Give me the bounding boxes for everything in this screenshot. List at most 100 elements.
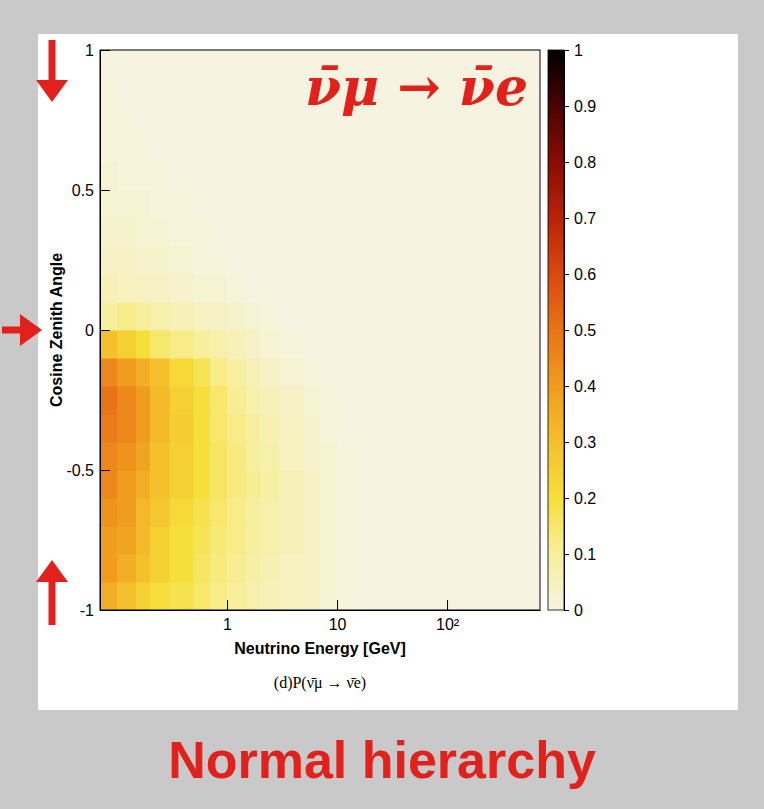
heatmap-cell: [100, 414, 117, 442]
heatmap-cell: [194, 358, 210, 386]
heatmap-cell: [337, 274, 356, 302]
heatmap-cell: [337, 526, 356, 554]
heatmap-cell: [337, 386, 356, 414]
tick-label: 1: [223, 616, 232, 633]
heatmap-cell: [136, 134, 150, 162]
heatmap-cell: [227, 470, 246, 498]
heatmap-cell: [356, 218, 370, 246]
heatmap-cell: [150, 106, 169, 134]
heatmap-cell: [170, 582, 194, 610]
heatmap-cell: [356, 162, 370, 190]
tick-mark: [100, 470, 110, 471]
heatmap-cell: [280, 78, 304, 106]
heatmap-cell: [194, 582, 210, 610]
tick-mark: [564, 50, 569, 51]
heatmap-cell: [150, 386, 169, 414]
heatmap-cell: [356, 582, 370, 610]
heatmap-cell: [136, 330, 150, 358]
heatmap-cell: [117, 442, 136, 470]
heatmap-cell: [210, 498, 227, 526]
heatmap-cell: [320, 358, 337, 386]
tick-label: 0.2: [574, 490, 596, 507]
heatmap-cell: [227, 498, 246, 526]
heatmap-cell: [337, 330, 356, 358]
heatmap-cell: [447, 442, 480, 470]
heatmap-cell: [100, 470, 117, 498]
heatmap-cell: [246, 442, 260, 470]
heatmap-cell: [480, 330, 540, 358]
heatmap-cell: [370, 162, 389, 190]
tick: 1: [564, 42, 583, 59]
heatmap-cell: [170, 554, 194, 582]
heatmap-cell: [227, 246, 246, 274]
heatmap-cell: [117, 162, 136, 190]
heatmap-cell: [136, 470, 150, 498]
heatmap-cell: [356, 190, 370, 218]
heatmap-cell: [390, 554, 414, 582]
heatmap-cell: [260, 78, 279, 106]
heatmap-cell: [337, 218, 356, 246]
heatmap-cell: [280, 498, 304, 526]
heatmap-cell: [227, 218, 246, 246]
heatmap-cell: [194, 498, 210, 526]
tick-mark: [100, 50, 110, 51]
heatmap-cell: [414, 386, 447, 414]
heatmap-cell: [414, 274, 447, 302]
tick-label: -1: [80, 602, 94, 619]
tick: 0.9: [564, 98, 596, 115]
heatmap-cell: [370, 554, 389, 582]
heatmap-cell: [100, 526, 117, 554]
heatmap-cell: [447, 134, 480, 162]
heatmap-cell: [390, 498, 414, 526]
heatmap-cell: [170, 386, 194, 414]
heatmap-cell: [447, 554, 480, 582]
heatmap-cell: [194, 190, 210, 218]
heatmap-cell: [320, 302, 337, 330]
heatmap-cell: [150, 330, 169, 358]
heatmap-cell: [150, 470, 169, 498]
heatmap-cell: [246, 134, 260, 162]
tick: 0.7: [564, 210, 596, 227]
heatmap-cell: [100, 442, 117, 470]
heatmap-cell: [260, 582, 279, 610]
heatmap-cell: [246, 274, 260, 302]
heatmap-cell: [337, 582, 356, 610]
tick-label: 0.9: [574, 98, 596, 115]
tick-label: 1: [85, 42, 94, 59]
tick: 0.6: [564, 266, 596, 283]
heatmap-cells: [100, 50, 540, 610]
plot-frame: [100, 50, 540, 610]
heatmap-cell: [356, 554, 370, 582]
heatmap-cell: [370, 498, 389, 526]
tick-label: 1: [574, 42, 583, 59]
heatmap-cell: [370, 414, 389, 442]
heatmap-cell: [136, 218, 150, 246]
heatmap-cell: [100, 190, 117, 218]
heatmap-cell: [304, 470, 320, 498]
heatmap-cell: [136, 358, 150, 386]
heatmap-cell: [227, 442, 246, 470]
heatmap-cell: [304, 162, 320, 190]
arrow-shaft: [49, 40, 56, 80]
tick-label: 10: [329, 616, 347, 633]
heatmap-cell: [414, 498, 447, 526]
heatmap-cell: [390, 582, 414, 610]
tick-label: 0.4: [574, 378, 596, 395]
heatmap-cell: [117, 498, 136, 526]
heatmap-cell: [320, 414, 337, 442]
heatmap-cell: [390, 246, 414, 274]
heatmap-cell: [370, 218, 389, 246]
heatmap-cell: [227, 414, 246, 442]
heatmap-cell: [320, 218, 337, 246]
heatmap-cell: [370, 246, 389, 274]
heatmap-cell: [246, 414, 260, 442]
heatmap-cell: [100, 78, 117, 106]
heatmap-cell: [246, 106, 260, 134]
heatmap-cell: [260, 190, 279, 218]
heatmap-cell: [337, 190, 356, 218]
heatmap-cell: [150, 218, 169, 246]
heatmap-cell: [136, 414, 150, 442]
heatmap-cell: [227, 190, 246, 218]
heatmap-cell: [480, 246, 540, 274]
heatmap-cell: [280, 50, 304, 78]
